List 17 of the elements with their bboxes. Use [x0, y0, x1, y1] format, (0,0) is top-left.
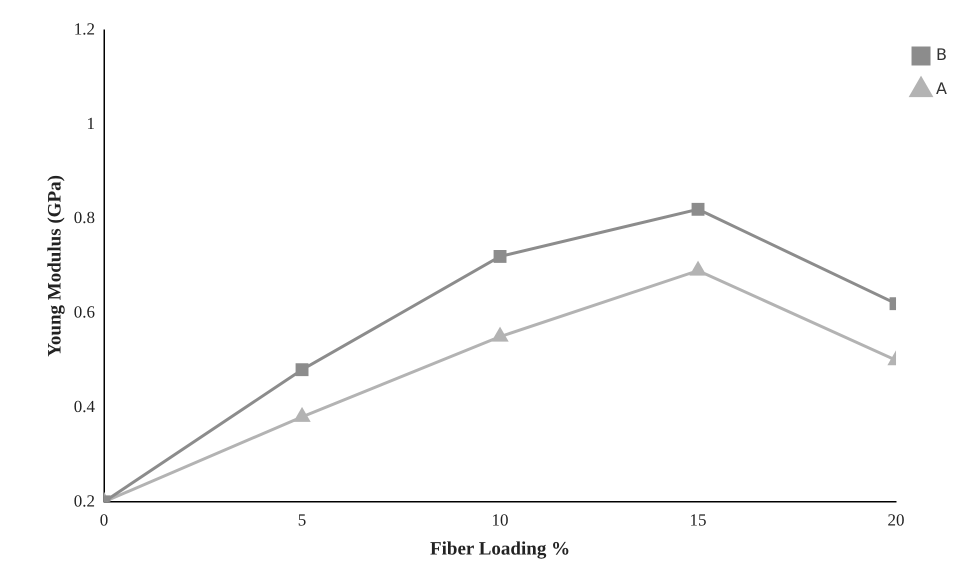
y-axis-title: Young Modulus (GPa) — [44, 175, 66, 357]
y-tick-label: 1 — [86, 114, 96, 133]
y-tick-label: 0.2 — [74, 491, 96, 510]
x-axis-title: Fiber Loading % — [430, 538, 570, 560]
y-tick-label: 0.6 — [74, 302, 96, 322]
x-tick-label: 5 — [298, 510, 306, 530]
x-tick-label: 0 — [100, 510, 108, 530]
point — [690, 262, 706, 276]
y-tick-label: 0.4 — [74, 396, 96, 416]
y-tick-label: 0.8 — [74, 208, 96, 228]
x-tick-label: 15 — [690, 510, 707, 530]
legend-label: B — [936, 45, 948, 64]
y-tick-label: 1.2 — [74, 19, 96, 38]
legend-label: A — [936, 79, 948, 98]
point — [492, 328, 508, 342]
x-tick-label: 20 — [888, 510, 905, 530]
x-tick-label: 10 — [492, 510, 509, 530]
